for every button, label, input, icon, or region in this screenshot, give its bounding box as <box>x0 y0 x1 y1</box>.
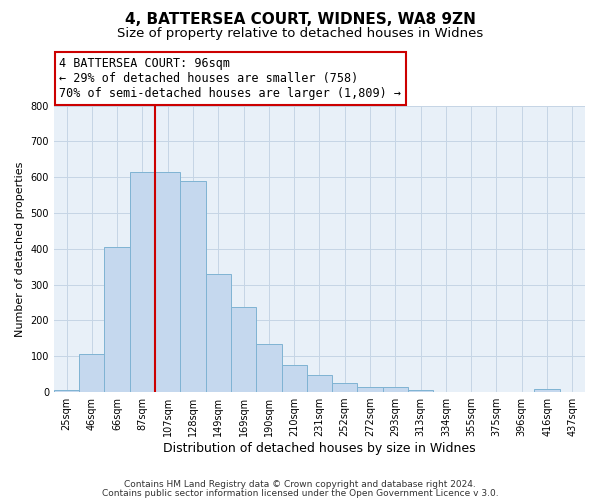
Bar <box>231 307 256 392</box>
Bar <box>332 383 358 392</box>
Text: 4, BATTERSEA COURT, WIDNES, WA8 9ZN: 4, BATTERSEA COURT, WIDNES, WA8 9ZN <box>125 12 475 28</box>
Bar <box>54 390 79 392</box>
Text: Contains public sector information licensed under the Open Government Licence v : Contains public sector information licen… <box>101 488 499 498</box>
Bar <box>155 172 181 392</box>
Text: 4 BATTERSEA COURT: 96sqm
← 29% of detached houses are smaller (758)
70% of semi-: 4 BATTERSEA COURT: 96sqm ← 29% of detach… <box>59 57 401 100</box>
Bar <box>535 389 560 392</box>
Bar <box>206 274 231 392</box>
Text: Contains HM Land Registry data © Crown copyright and database right 2024.: Contains HM Land Registry data © Crown c… <box>124 480 476 489</box>
Bar <box>358 386 383 392</box>
Bar <box>281 365 307 392</box>
Bar <box>408 390 433 392</box>
Bar <box>307 374 332 392</box>
Bar <box>79 354 104 392</box>
Text: Size of property relative to detached houses in Widnes: Size of property relative to detached ho… <box>117 28 483 40</box>
Bar <box>181 181 206 392</box>
Bar <box>256 344 281 392</box>
Bar <box>104 247 130 392</box>
Y-axis label: Number of detached properties: Number of detached properties <box>15 161 25 336</box>
Bar <box>130 172 155 392</box>
X-axis label: Distribution of detached houses by size in Widnes: Distribution of detached houses by size … <box>163 442 476 455</box>
Bar <box>383 386 408 392</box>
